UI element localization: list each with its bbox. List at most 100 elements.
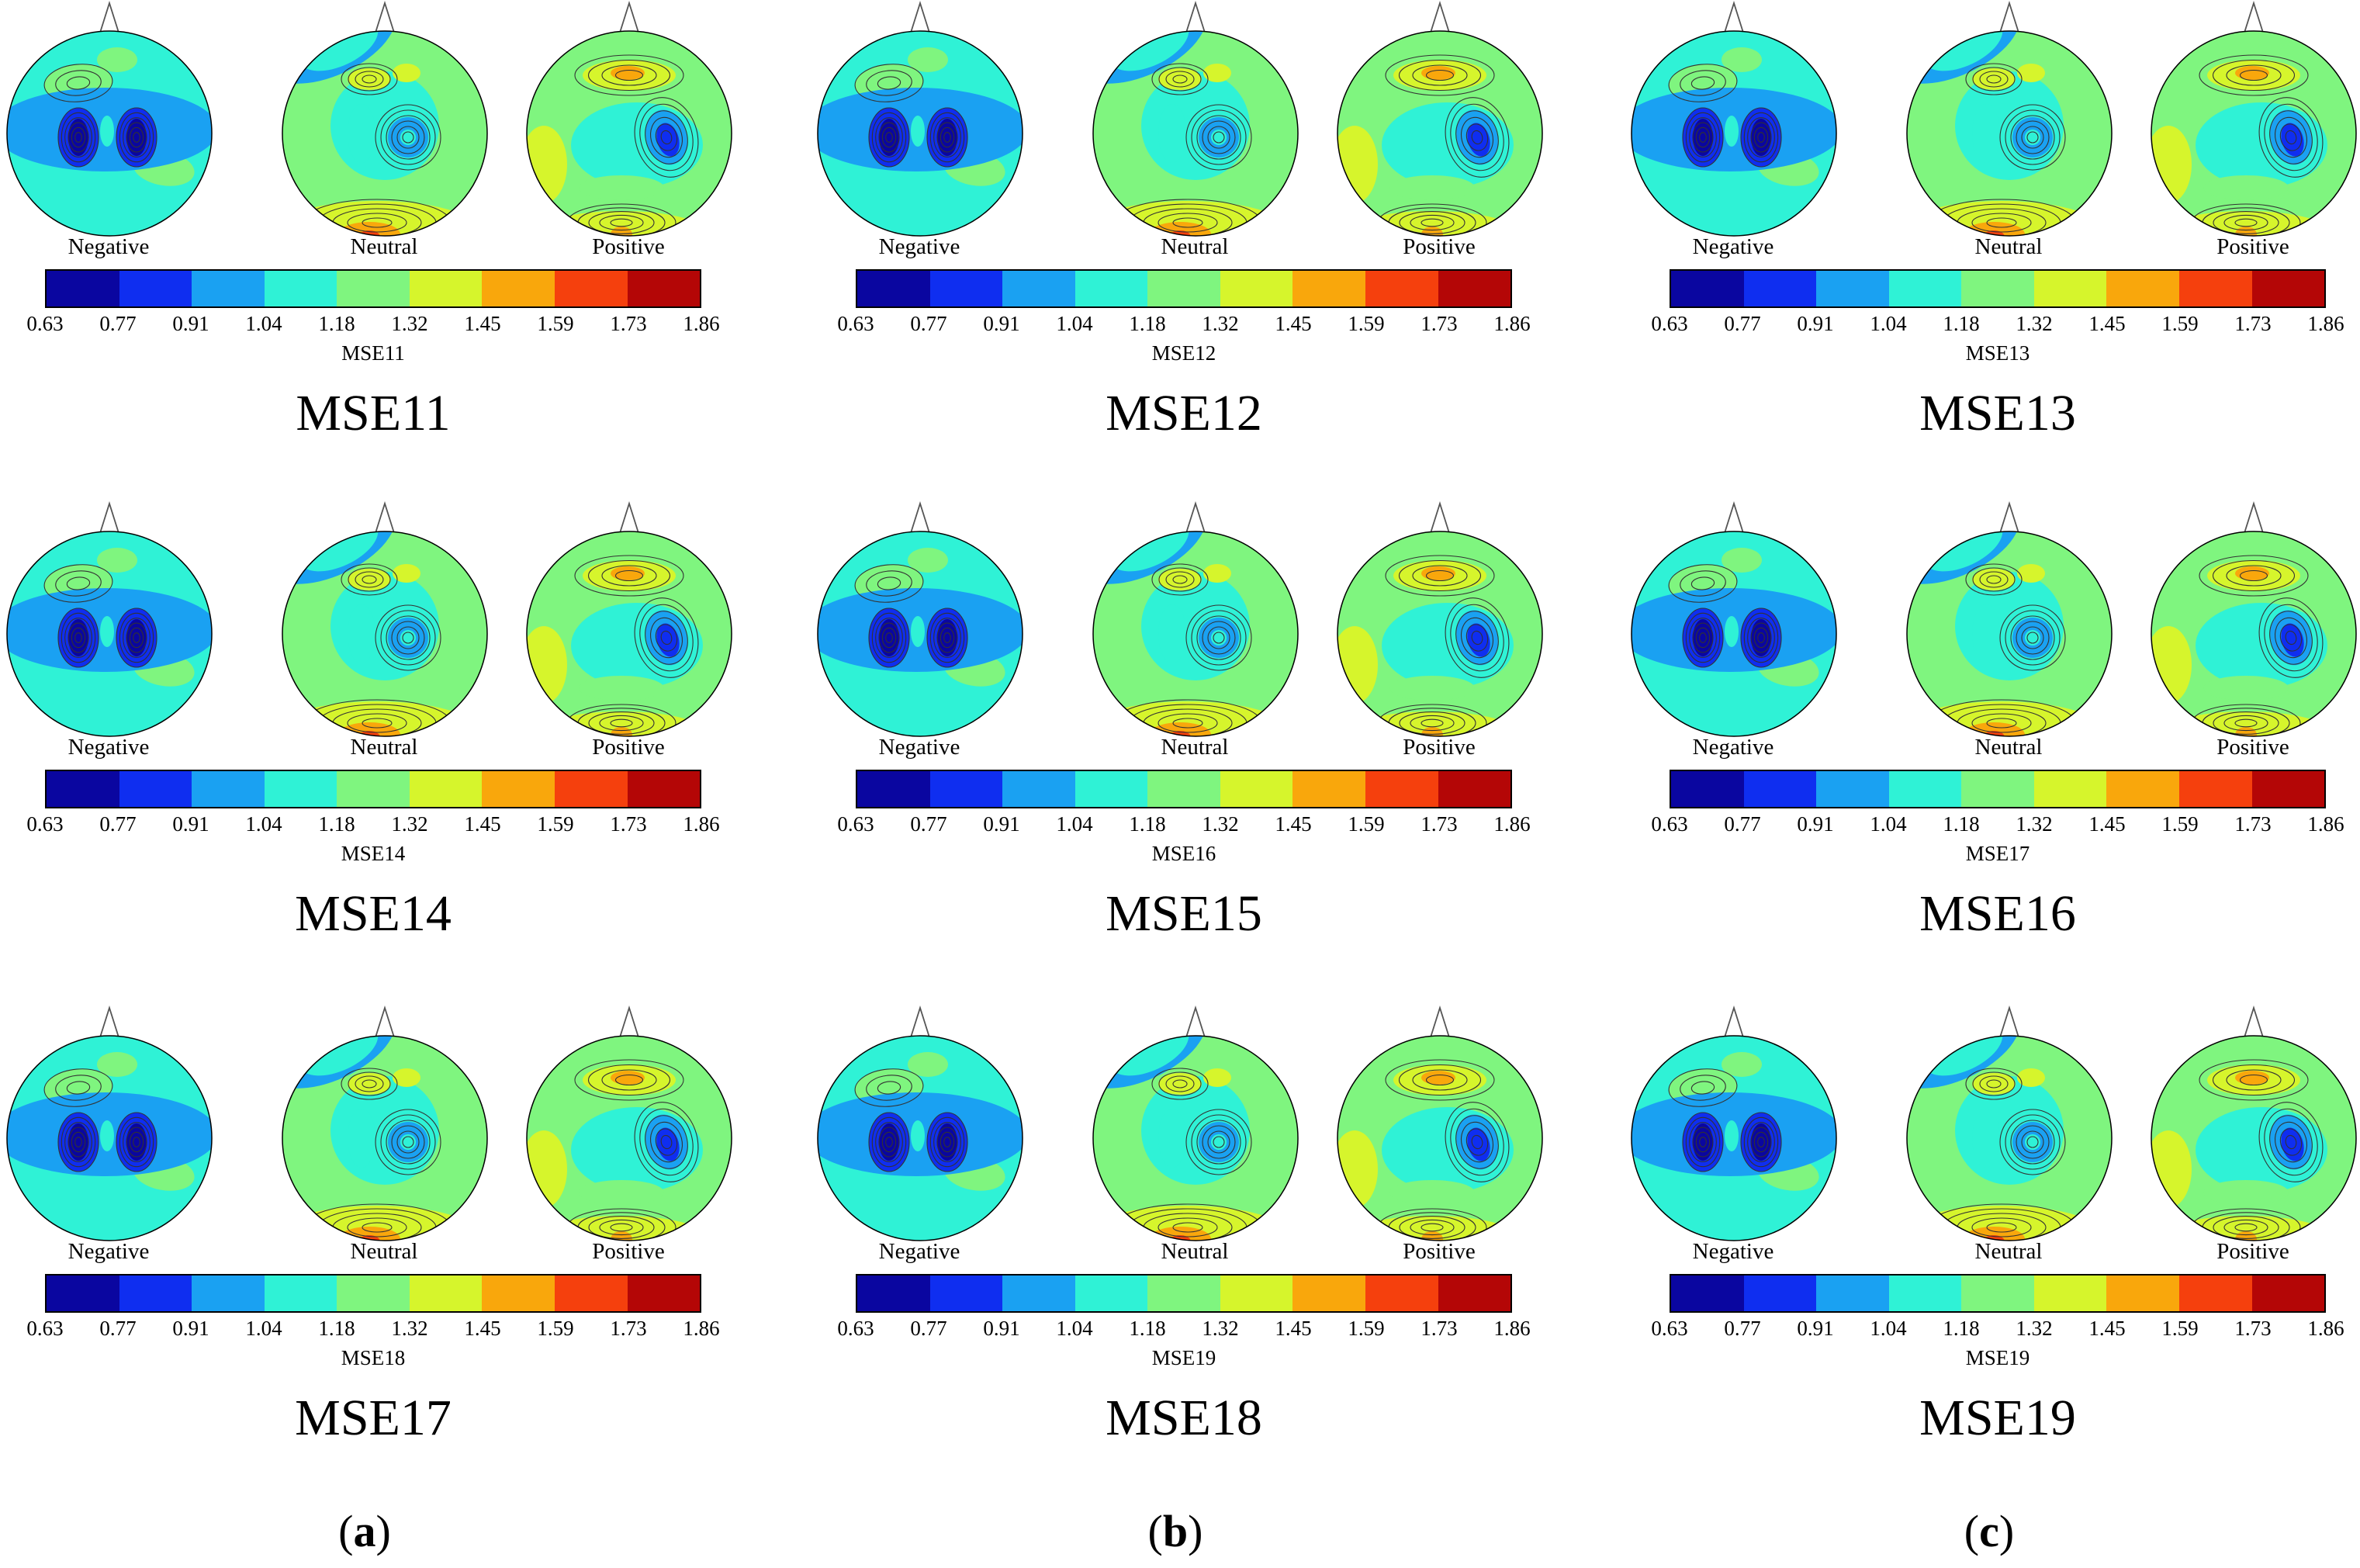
colorbar-tick-label: 0.63: [26, 312, 64, 335]
topomap-neutral: [282, 501, 488, 737]
colorbar-tick-label: 0.91: [172, 812, 209, 836]
topomap-negative: [817, 1, 1023, 237]
colorbar-segment: [2251, 271, 2325, 306]
colorbar-segment: [857, 271, 930, 306]
colorbar-segment: [1002, 271, 1075, 306]
topomap-neutral: [1906, 1, 2113, 237]
colorbar: [1670, 1274, 2326, 1313]
colorbar-tick-label: 0.63: [1651, 1317, 1688, 1340]
colorbar-tick-label: 1.59: [537, 812, 574, 836]
panel-mse15: Negative Neutral Positive 0.63 0.77 0.91 1.04 1…: [811, 500, 1594, 997]
colorbar-label: MSE12: [1151, 341, 1216, 365]
colorbar-tick-label: 1.73: [1420, 312, 1458, 335]
topomap-negative: [1631, 1, 1837, 237]
condition-label-neutral: Neutral: [1161, 1239, 1229, 1264]
colorbar-tick-label: 0.77: [99, 1317, 137, 1340]
condition-label-neutral: Neutral: [1974, 735, 2043, 760]
topomap-positive: [2151, 1006, 2357, 1241]
topomap-neutral: [1906, 501, 2113, 737]
colorbar-segment: [627, 271, 701, 306]
colorbar-tick-label: 1.04: [1870, 1317, 1907, 1340]
topomap-negative: [6, 1, 213, 237]
colorbar-tick-label: 1.32: [1202, 312, 1239, 335]
colorbar-label: MSE14: [341, 842, 406, 865]
colorbar: [856, 269, 1512, 308]
colorbar-segment: [482, 271, 555, 306]
colorbar-segment: [1292, 771, 1365, 807]
panel-mse16: Negative Neutral Positive 0.63 0.77 0.91 1.04 1…: [1625, 500, 2360, 997]
colorbar-segment: [119, 771, 192, 807]
colorbar-tick-label: 1.04: [1056, 1317, 1093, 1340]
colorbar-segment: [119, 1276, 192, 1311]
colorbar-tick-label: 1.32: [2016, 1317, 2053, 1340]
colorbar-segment: [1365, 771, 1438, 807]
colorbar-tick-label: 0.91: [983, 1317, 1020, 1340]
colorbar-tick-label: 1.86: [2307, 812, 2344, 836]
colorbar-tick-label: 1.04: [1870, 312, 1907, 335]
topomap-positive: [526, 1, 732, 237]
condition-label-negative: Negative: [1692, 735, 1774, 760]
colorbar-segment: [192, 271, 265, 306]
colorbar-segment: [409, 1276, 483, 1311]
panel-title: MSE14: [295, 885, 452, 942]
colorbar-tick-label: 0.63: [837, 1317, 874, 1340]
colorbar-segment: [2106, 771, 2179, 807]
colorbar-tick-label: 1.86: [2307, 312, 2344, 335]
colorbar-segment: [2033, 1276, 2107, 1311]
column-label-a: (a): [338, 1506, 391, 1556]
colorbar-tick-label: 1.32: [391, 312, 428, 335]
condition-label-positive: Positive: [2216, 1239, 2289, 1264]
panel-title: MSE18: [1106, 1390, 1262, 1446]
panel-title: MSE19: [1919, 1390, 2076, 1446]
colorbar-segment: [1438, 771, 1511, 807]
condition-label-neutral: Neutral: [350, 735, 418, 760]
colorbar-segment: [1002, 771, 1075, 807]
colorbar-segment: [1671, 771, 1744, 807]
colorbar: [856, 1274, 1512, 1313]
colorbar-tick-label: 1.04: [1870, 812, 1907, 836]
colorbar-segment: [1816, 271, 1889, 306]
topomap-neutral: [282, 1006, 488, 1241]
colorbar-tick-label: 1.86: [683, 312, 720, 335]
colorbar-tick-label: 0.77: [1724, 1317, 1761, 1340]
colorbar-segment: [337, 771, 410, 807]
colorbar-tick-label: 1.73: [610, 1317, 647, 1340]
colorbar: [856, 770, 1512, 808]
colorbar-tick-label: 1.73: [2234, 312, 2272, 335]
panel-mse14: Negative Neutral Positive 0.63 0.77 0.91 1.04 1…: [0, 500, 784, 997]
topomap-positive: [526, 501, 732, 737]
topomap-positive: [2151, 501, 2357, 737]
topomap-negative: [6, 1006, 213, 1241]
colorbar-tick-label: 0.77: [99, 812, 137, 836]
colorbar-segment: [1743, 771, 1817, 807]
colorbar: [1670, 770, 2326, 808]
colorbar-tick-label: 0.77: [1724, 312, 1761, 335]
colorbar-segment: [1292, 1276, 1365, 1311]
colorbar-segment: [2251, 771, 2325, 807]
condition-label-negative: Negative: [67, 234, 150, 259]
panel-mse11: Negative Neutral Positive 0.63 0.77 0.91 1.04 1…: [0, 0, 784, 497]
colorbar-ticks: 0.63 0.77 0.91 1.04 1.18 1.32 1.45 1.59 1.73 1.86: [837, 812, 1530, 839]
colorbar-tick-label: 1.18: [1943, 1317, 1980, 1340]
colorbar-tick-label: 1.18: [318, 1317, 355, 1340]
colorbar-segment: [1671, 271, 1744, 306]
colorbar-segment: [1147, 771, 1220, 807]
topomap-negative: [1631, 501, 1837, 737]
column-letter: a: [353, 1506, 376, 1556]
colorbar-label: MSE13: [1965, 341, 2030, 365]
colorbar-segment: [2251, 1276, 2325, 1311]
colorbar-tick-label: 1.86: [683, 812, 720, 836]
colorbar-segment: [337, 271, 410, 306]
colorbar-tick-label: 1.18: [1129, 812, 1166, 836]
colorbar-tick-label: 1.45: [2088, 312, 2126, 335]
colorbar-segment: [2106, 271, 2179, 306]
colorbar-tick-label: 1.45: [464, 1317, 501, 1340]
colorbar-tick-label: 1.45: [1275, 1317, 1312, 1340]
colorbar-ticks: 0.63 0.77 0.91 1.04 1.18 1.32 1.45 1.59 1.73 1.86: [26, 1317, 719, 1343]
colorbar-segment: [2033, 771, 2107, 807]
colorbar-tick-label: 1.59: [537, 1317, 574, 1340]
colorbar-segment: [1816, 1276, 1889, 1311]
condition-label-positive: Positive: [592, 1239, 665, 1264]
colorbar-label: MSE19: [1151, 1346, 1216, 1369]
